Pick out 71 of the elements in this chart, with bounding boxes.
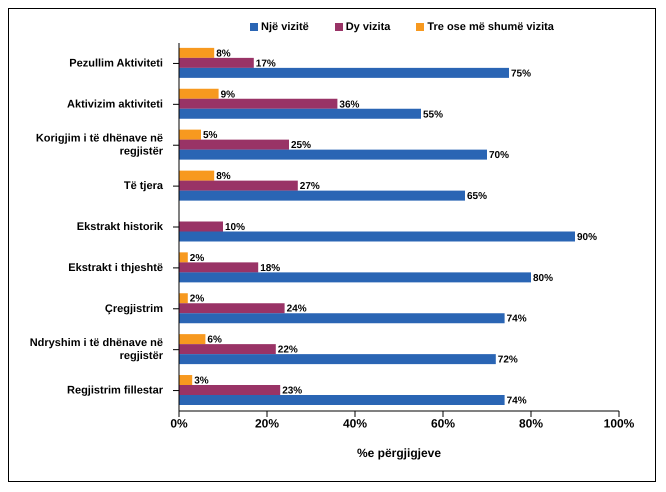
y-tick-label: Pezullim Aktiviteti (69, 57, 163, 70)
data-label: 3% (194, 376, 209, 387)
data-label: 27% (300, 181, 320, 192)
bar (179, 48, 214, 58)
data-label: 5% (203, 130, 218, 142)
bar (179, 231, 575, 242)
bar (179, 303, 285, 314)
bar (179, 272, 531, 282)
bar (179, 58, 254, 68)
data-label: 17% (256, 58, 276, 70)
data-label: 24% (286, 304, 307, 315)
data-label: 8% (216, 171, 231, 182)
data-label: 74% (506, 314, 527, 325)
data-label: 90% (577, 232, 598, 243)
legend-label: Një vizitë (260, 21, 309, 33)
x-tick-label: 0% (170, 416, 188, 431)
data-label: 2% (190, 252, 204, 264)
data-label: 65% (467, 191, 488, 202)
legend-label: Dy vizita (344, 21, 390, 33)
bar (179, 313, 505, 324)
data-label: 74% (506, 396, 527, 407)
y-tick-label: Regjistrim fillestar (67, 384, 164, 397)
data-label: 36% (339, 99, 360, 110)
bar (179, 190, 465, 201)
bar (179, 88, 219, 99)
data-label: 75% (511, 68, 532, 80)
y-tick-label: Ekstrakt historik (76, 221, 164, 233)
bar (179, 180, 298, 191)
legend-label: Tre ose më shumë vizita (426, 21, 554, 33)
x-tick-label: 60% (430, 416, 456, 431)
bar (179, 150, 487, 160)
data-label: 9% (220, 89, 236, 100)
data-label: 72% (498, 354, 518, 366)
bar (179, 68, 509, 78)
data-label: 70% (489, 150, 510, 162)
bar (179, 344, 276, 354)
y-tick-label: Ndryshim i të dhënave në regjistër (30, 337, 164, 362)
data-label: 2% (190, 294, 204, 305)
bar (179, 334, 206, 344)
bar (179, 130, 201, 140)
bar (179, 293, 188, 304)
bar (179, 98, 338, 109)
data-label: 8% (216, 48, 231, 60)
x-tick-label: 40% (342, 416, 368, 431)
bar (179, 262, 258, 272)
bar (179, 354, 496, 364)
data-label: 80% (533, 272, 554, 284)
x-axis-title: %e përgjigjeve (356, 446, 442, 460)
x-tick-label: 80% (518, 416, 544, 431)
data-label: 25% (291, 140, 312, 152)
data-label: 18% (260, 262, 280, 274)
bar (179, 385, 280, 396)
y-tick-label: Ekstrakt i thjeshtë (68, 262, 163, 274)
y-tick-label: Të tjera (124, 180, 164, 192)
x-tick-label: 100% (604, 416, 635, 431)
bar (179, 221, 223, 232)
y-tick-label: Çregjistrim (104, 302, 164, 315)
data-label: 23% (282, 386, 302, 397)
data-label: 6% (207, 334, 222, 346)
bar (179, 170, 214, 181)
data-label: 55% (423, 109, 444, 120)
x-tick-label: 20% (254, 416, 280, 431)
bar (179, 395, 505, 406)
bar (179, 140, 289, 150)
data-label: 22% (278, 344, 298, 356)
y-tick-label: Aktivizim aktiviteti (67, 98, 163, 110)
bar (179, 108, 421, 119)
bar (179, 252, 188, 262)
y-tick-label: Korigjim i të dhënave në regjistër (36, 132, 164, 158)
data-label: 10% (225, 222, 246, 233)
bar (179, 375, 192, 386)
